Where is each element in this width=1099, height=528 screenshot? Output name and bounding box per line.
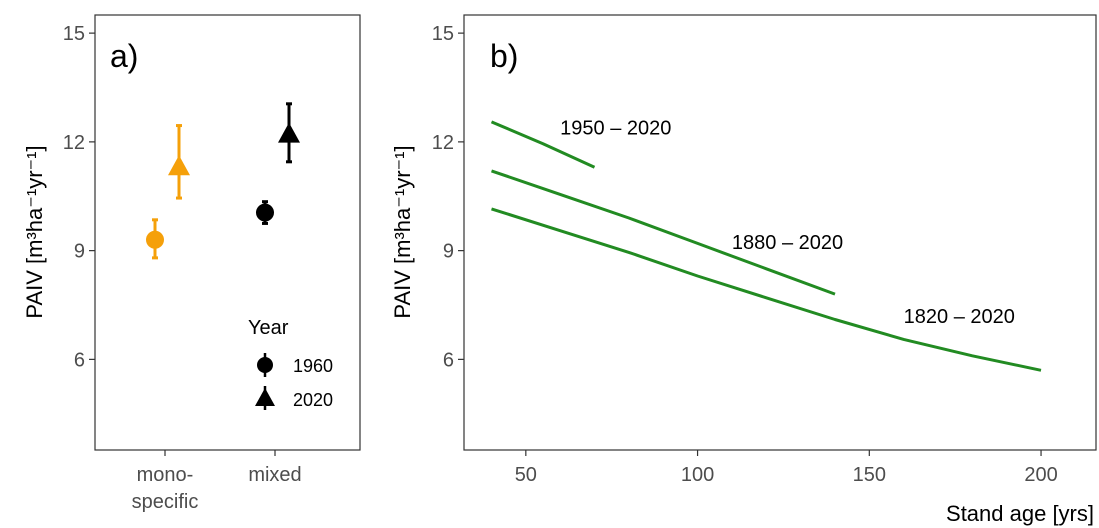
panel-b-lines: 1950 – 2020 1880 – 2020 1820 – 2020 [490, 118, 1042, 372]
panel-b-ytick-label: 9 [443, 241, 454, 263]
panel-a-ytick-label: 12 [63, 132, 85, 154]
panel-a-legend: Year 1960 2020 [248, 317, 333, 410]
panel-b-xtick-label: 150 [853, 464, 886, 486]
panel-b-label: b) [490, 38, 518, 74]
panel-a-x-ticks: mono-specific mixed [132, 450, 302, 513]
panel-b-xtick-label: 100 [681, 464, 714, 486]
point-triangle-2020 [168, 155, 190, 176]
panel-b-x-ticks: 50 100 150 200 [515, 450, 1058, 486]
legend-2020-triangle [255, 388, 275, 406]
series-label-2: 1820 – 2020 [904, 306, 1015, 328]
panel-a-label: a) [110, 38, 138, 74]
panel-a-frame [94, 14, 361, 451]
point-circle-1960 [146, 230, 164, 249]
panel-b: b) PAIV [m³ha⁻¹yr⁻¹] Stand age [yrs] 6 9 1… [390, 14, 1097, 526]
series-label-1: 1880 – 2020 [732, 232, 843, 254]
panel-b-xlabel: Stand age [yrs] [946, 501, 1094, 526]
panel-a: a) PAIV [m³ha⁻¹yr⁻¹] 6 9 12 15 mono-specifi… [22, 14, 361, 513]
series-label-0: 1950 – 2020 [560, 118, 671, 140]
panel-b-ylabel-unit: [m³ha⁻¹yr⁻¹] [390, 145, 415, 264]
legend-entry-1960: 1960 [293, 356, 333, 376]
panel-b-y-ticks: 6 9 12 15 [432, 23, 464, 371]
panel-a-points [146, 102, 300, 260]
legend-1960-circle [257, 357, 273, 373]
panel-a-xtick-label: mono- [137, 464, 194, 486]
panel-a-ytick-label: 6 [74, 349, 85, 371]
panel-a-ylabel: PAIV [m³ha⁻¹yr⁻¹] [22, 145, 47, 318]
series-line-0 [490, 120, 596, 169]
series-line-2 [491, 207, 1042, 372]
panel-b-ylabel: PAIV [m³ha⁻¹yr⁻¹] [390, 145, 415, 318]
panel-b-xtick-label: 50 [515, 464, 537, 486]
series-line-1 [491, 169, 836, 296]
legend-title: Year [248, 317, 289, 339]
legend-entry-2020: 2020 [293, 390, 333, 410]
panel-a-xtick-label-line2: specific [132, 491, 199, 513]
panel-b-frame [463, 14, 1097, 451]
panel-a-ytick-label: 9 [74, 241, 85, 263]
panel-b-xtick-label: 200 [1024, 464, 1057, 486]
point-triangle-2020 [278, 122, 300, 143]
panel-b-ytick-label: 6 [443, 349, 454, 371]
panel-a-xtick-label: mixed [248, 464, 301, 486]
panel-a-ylabel-unit: [m³ha⁻¹yr⁻¹] [22, 145, 47, 264]
panel-a-ytick-label: 15 [63, 23, 85, 45]
panel-a-y-ticks: 6 9 12 15 [63, 23, 95, 371]
panel-b-ylabel-main: PAIV [390, 270, 415, 319]
panel-b-ytick-label: 15 [432, 23, 454, 45]
point-circle-1960 [256, 203, 274, 222]
panel-b-ytick-label: 12 [432, 132, 454, 154]
panel-a-ylabel-main: PAIV [22, 270, 47, 319]
